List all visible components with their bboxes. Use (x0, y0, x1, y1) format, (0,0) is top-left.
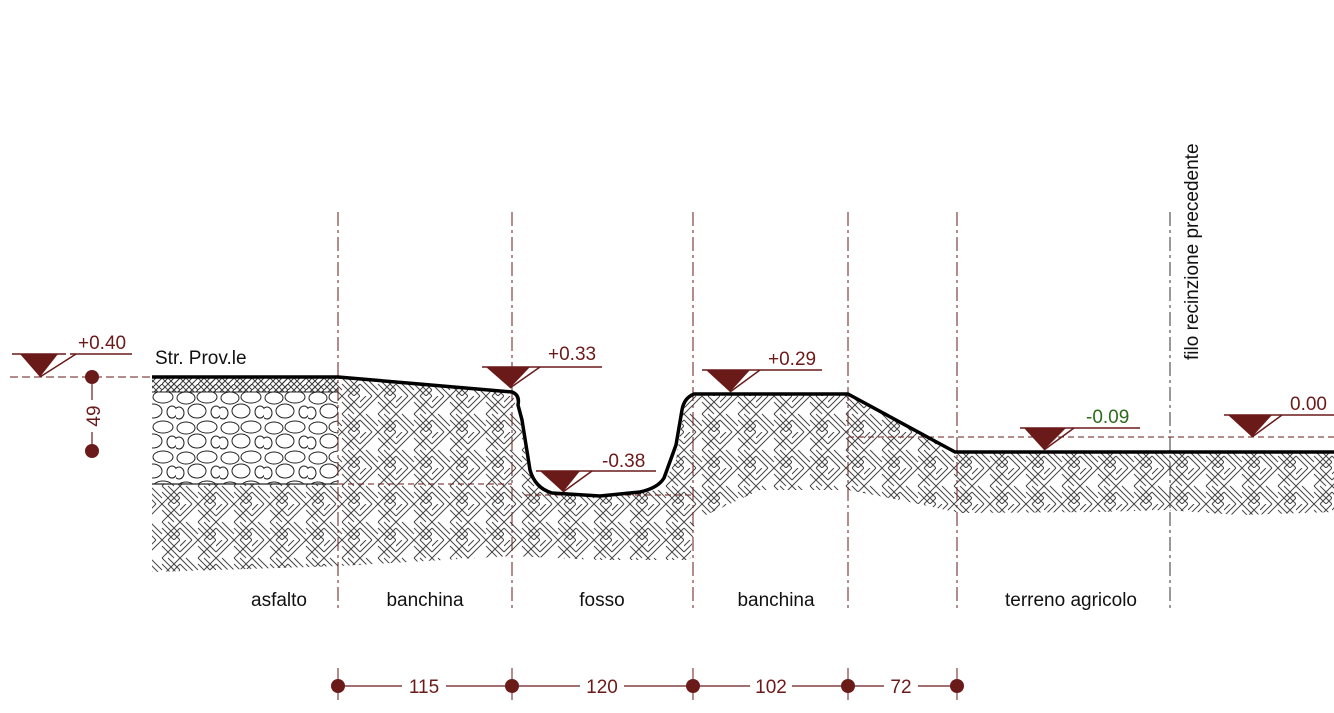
elevation-label-2: +0.33 (548, 344, 596, 365)
elevation-label-6: 0.00 (1290, 394, 1327, 415)
elevation-marker-3 (536, 470, 656, 493)
thickness-label: 49 (84, 405, 105, 426)
dimension-label-4: 72 (890, 677, 911, 698)
section-lines (337, 212, 958, 608)
dimension-label-3: 102 (755, 677, 787, 698)
elevation-label-4: +0.29 (768, 349, 816, 370)
thickness-dimension (85, 370, 99, 458)
asphalt-top-layer (152, 378, 338, 392)
elevation-marker-6 (1224, 414, 1334, 438)
fence-label: filo recinzione precedente (1182, 143, 1203, 360)
asphalt-base-gravel-pattern (152, 392, 338, 484)
soil-hatch-area (152, 377, 1334, 572)
elevation-marker-4 (702, 369, 822, 393)
road-label: Str. Prov.le (155, 348, 247, 369)
dimension-label-1: 115 (409, 677, 439, 698)
elevation-label-1: +0.40 (78, 333, 126, 354)
zone-label-fosso: fosso (579, 590, 624, 611)
elevation-marker-5 (1020, 427, 1140, 451)
dimension-label-2: 120 (586, 677, 618, 698)
ground-profile-line (152, 375, 1334, 498)
zone-label-asfalto: asfalto (251, 590, 307, 611)
zone-label-terreno-agricolo: terreno agricolo (1005, 590, 1137, 611)
elevation-marker-1 (10, 353, 152, 378)
zone-label-banchina-2: banchina (737, 590, 815, 611)
elevation-label-5: -0.09 (1086, 407, 1129, 428)
dimension-chain (331, 668, 964, 700)
elevation-label-3: -0.38 (602, 451, 645, 472)
elevation-marker-2 (482, 366, 602, 389)
zone-label-banchina-1: banchina (386, 590, 464, 611)
